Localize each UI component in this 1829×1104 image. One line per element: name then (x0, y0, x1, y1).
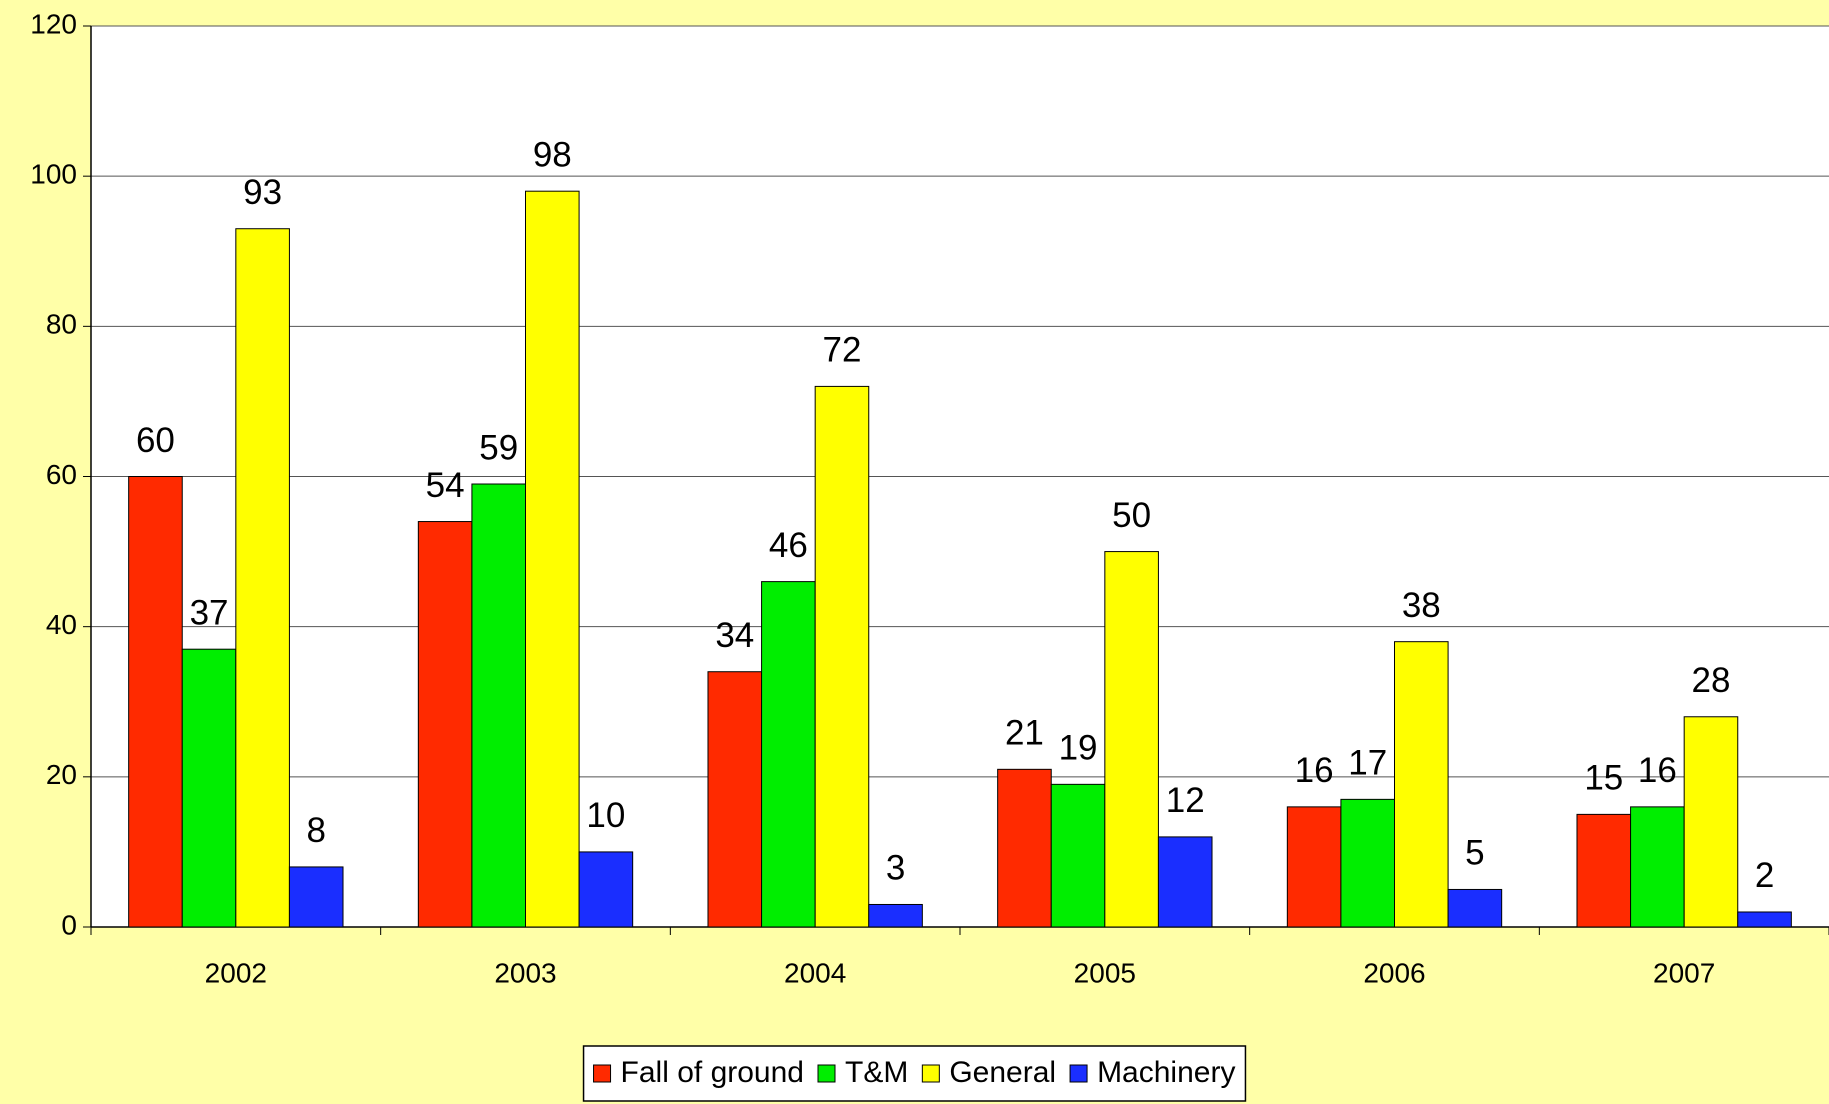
bar (707, 671, 763, 928)
x-tick-label: 2004 (784, 957, 846, 988)
bar (578, 851, 634, 928)
data-label: 59 (479, 428, 518, 467)
bar (525, 190, 580, 928)
legend-swatch (593, 1064, 612, 1083)
data-label: 3 (886, 849, 905, 888)
bar (997, 768, 1052, 928)
bar (1683, 716, 1739, 928)
bar (181, 648, 237, 928)
legend-swatch (921, 1064, 940, 1083)
data-label: 16 (1295, 751, 1334, 790)
data-label: 2 (1755, 856, 1774, 895)
data-label: 37 (190, 593, 229, 632)
data-label: 72 (822, 331, 861, 370)
data-label: 10 (586, 796, 625, 835)
bar (761, 581, 816, 928)
data-label: 46 (769, 526, 808, 565)
bar (1340, 798, 1395, 928)
y-tick-label: 20 (46, 759, 77, 790)
bar (288, 866, 344, 928)
bar (868, 903, 923, 928)
y-tick-label: 80 (46, 309, 77, 340)
x-tick-label: 2006 (1363, 957, 1425, 988)
data-label: 50 (1112, 496, 1151, 535)
legend-label: T&M (845, 1056, 908, 1089)
bar (1286, 806, 1342, 928)
legend-swatch (1069, 1064, 1088, 1083)
y-tick-label: 60 (46, 459, 77, 490)
bar (1737, 911, 1792, 928)
bar (1447, 888, 1503, 928)
bar (1394, 641, 1449, 928)
x-tick-label: 2007 (1653, 957, 1715, 988)
data-label: 17 (1348, 744, 1387, 783)
bar (1050, 783, 1106, 928)
y-tick-label: 40 (46, 609, 77, 640)
y-tick-label: 120 (30, 8, 77, 39)
x-tick-label: 2002 (205, 957, 267, 988)
data-label: 28 (1691, 661, 1730, 700)
data-label: 34 (715, 616, 754, 655)
bar (1576, 813, 1632, 928)
legend-label: Fall of ground (621, 1056, 804, 1089)
x-tick-label: 2003 (494, 957, 556, 988)
data-label: 54 (426, 466, 465, 505)
data-label: 5 (1465, 834, 1484, 873)
data-label: 12 (1166, 781, 1205, 820)
bar (1157, 836, 1213, 928)
y-tick-label: 100 (30, 159, 77, 190)
legend (582, 1045, 1247, 1102)
data-label: 38 (1402, 586, 1441, 625)
bar (1630, 806, 1685, 928)
bar (417, 521, 473, 928)
data-label: 98 (533, 135, 572, 174)
data-label: 60 (136, 421, 175, 460)
bar (235, 228, 290, 928)
data-label: 16 (1638, 751, 1677, 790)
legend-label: General (949, 1056, 1056, 1089)
y-tick-label: 0 (61, 909, 77, 940)
bar (1104, 551, 1159, 928)
x-tick-label: 2005 (1074, 957, 1136, 988)
data-label: 93 (243, 173, 282, 212)
bar (128, 476, 183, 928)
data-label: 15 (1584, 759, 1623, 798)
legend-label: Machinery (1097, 1056, 1235, 1089)
bar (471, 483, 526, 928)
data-label: 21 (1005, 714, 1044, 753)
bar (814, 385, 870, 928)
data-label: 8 (306, 811, 325, 850)
legend-swatch (817, 1064, 836, 1083)
data-label: 19 (1059, 729, 1098, 768)
